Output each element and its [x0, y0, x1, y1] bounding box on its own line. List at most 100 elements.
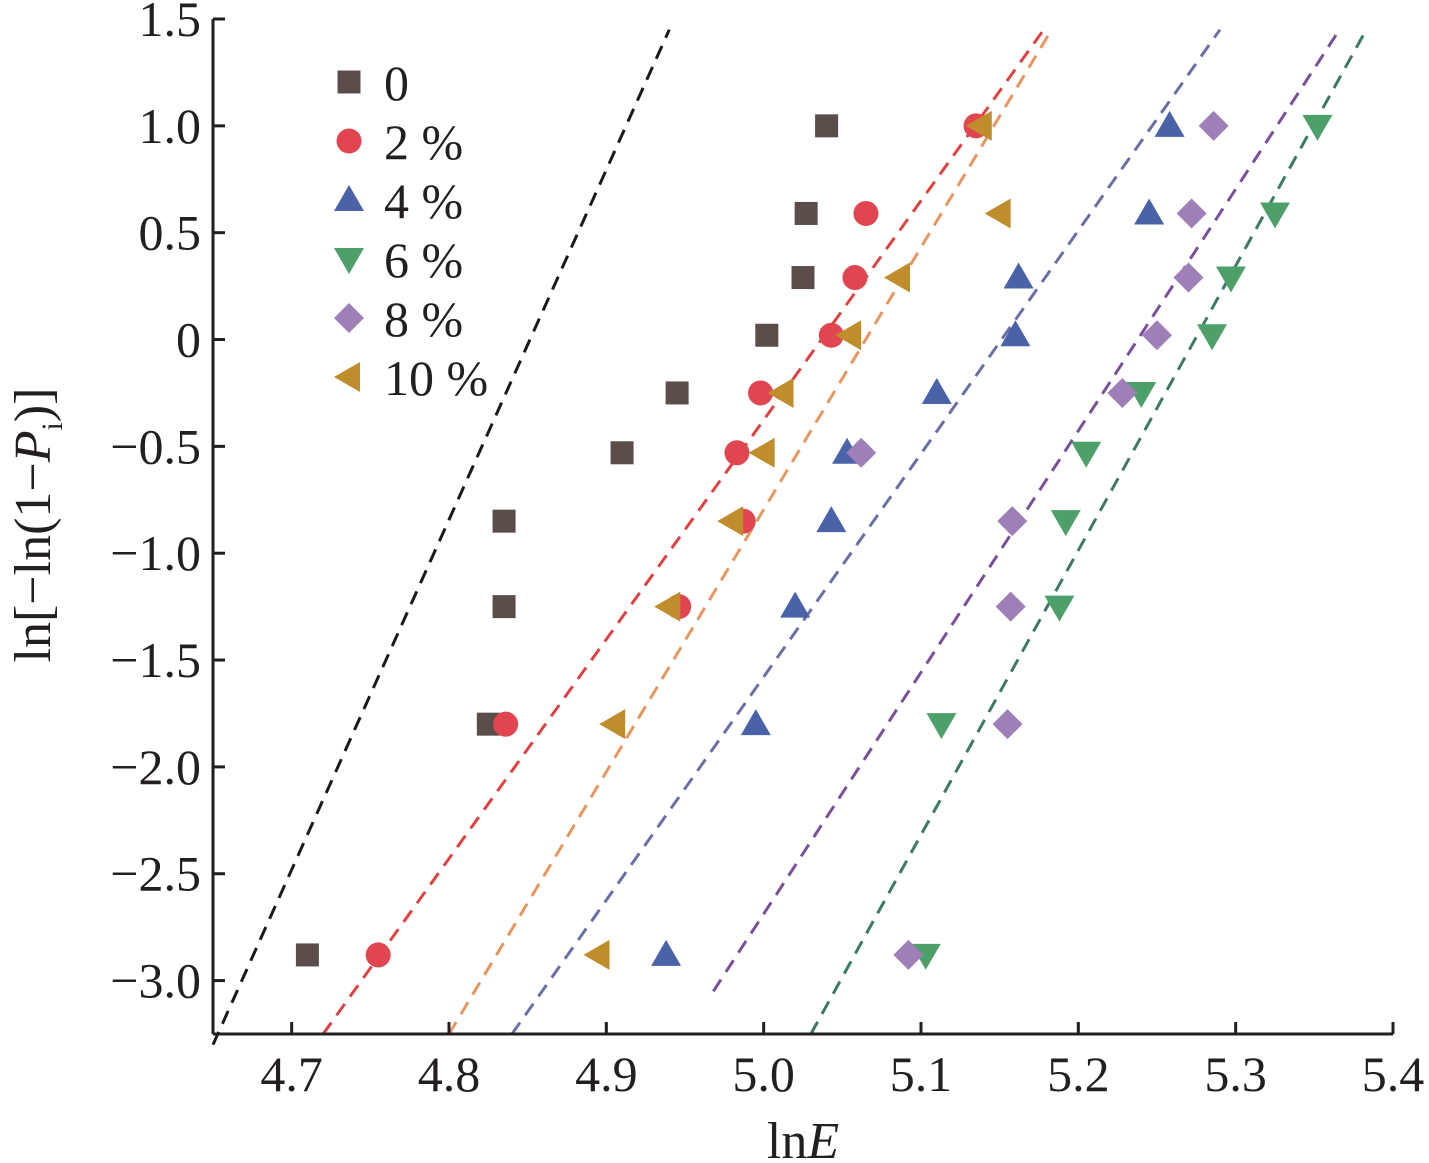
data-point: [780, 591, 811, 618]
y-tick-label: −2.0: [110, 739, 201, 795]
data-point: [893, 939, 924, 970]
y-tick-label: −1.5: [110, 632, 201, 688]
x-tick-label: 4.8: [418, 1046, 481, 1102]
x-tick-label: 4.9: [575, 1046, 638, 1102]
data-points: [295, 110, 1333, 970]
data-point: [1000, 320, 1031, 347]
series-8pct: [846, 110, 1229, 970]
data-point: [1044, 595, 1075, 622]
y-tick-label: 1.0: [139, 98, 202, 154]
series-0pct: [295, 114, 839, 967]
data-point: [992, 709, 1023, 740]
data-point: [610, 441, 634, 465]
x-tick-label: 5.2: [1047, 1046, 1110, 1102]
data-point: [835, 320, 862, 351]
data-point: [365, 942, 391, 968]
data-point: [815, 114, 839, 138]
y-tick-label: −1.0: [110, 525, 201, 581]
legend-label: 6 %: [384, 232, 463, 288]
data-point: [724, 440, 750, 466]
legend-label: 0: [384, 55, 409, 111]
data-point: [1134, 198, 1165, 225]
x-tick-label: 4.7: [260, 1046, 323, 1102]
data-point: [1173, 262, 1204, 293]
legend-item: 6 %: [334, 232, 463, 288]
data-point: [1197, 324, 1228, 351]
data-point: [1302, 114, 1333, 141]
fit-lines: [211, 28, 1368, 1046]
fit-line-6pct: [809, 28, 1368, 1035]
data-point: [846, 437, 877, 468]
legend-item: 4 %: [334, 173, 463, 229]
legend-marker: [334, 303, 364, 333]
series-4pct: [651, 110, 1185, 966]
data-point: [791, 266, 815, 290]
ticks: 4.7 4.8 4.9 5.0 5.1 5.2 5.3 5.4 1.5 1.0 0.5 0 −0.5 −1…: [110, 0, 1424, 1102]
data-point: [1260, 202, 1290, 229]
data-point: [1176, 198, 1207, 229]
legend-marker: [336, 128, 362, 154]
legend-marker: [337, 70, 361, 94]
legend-label: 4 %: [384, 173, 463, 229]
axes: [211, 19, 1393, 1036]
fit-line-4pct: [510, 28, 1222, 1035]
legend-item: 8 %: [334, 291, 463, 347]
data-point: [965, 110, 992, 141]
data-point: [583, 939, 610, 970]
legend-label: 10 %: [384, 350, 488, 406]
data-point: [1126, 381, 1157, 408]
data-point: [1142, 320, 1172, 351]
data-point: [1198, 110, 1229, 141]
x-tick-label: 5.3: [1204, 1046, 1267, 1102]
fit-line-8pct: [712, 28, 1341, 993]
data-point: [1003, 262, 1034, 289]
data-point: [755, 323, 779, 347]
data-point: [794, 201, 818, 225]
data-point: [842, 265, 868, 291]
y-tick-label: −3.0: [110, 953, 201, 1009]
data-point: [748, 380, 774, 406]
data-point: [651, 939, 682, 966]
x-tick-label: 5.1: [890, 1046, 953, 1102]
legend-marker: [334, 185, 364, 211]
data-point: [984, 198, 1011, 229]
data-point: [717, 506, 744, 537]
data-point: [926, 713, 957, 740]
legend-label: 2 %: [384, 114, 463, 170]
series-6pct: [910, 114, 1333, 970]
data-point: [295, 943, 319, 967]
legend-label: 8 %: [384, 291, 463, 347]
x-tick-label: 5.4: [1362, 1046, 1425, 1102]
data-point: [1154, 110, 1185, 137]
data-point: [883, 262, 910, 293]
data-point: [492, 509, 516, 533]
data-point: [1071, 441, 1102, 468]
y-tick-label: 1.5: [139, 0, 202, 47]
y-tick-label: −0.5: [110, 418, 201, 474]
data-point: [476, 712, 500, 736]
data-point: [748, 437, 775, 468]
legend-marker: [334, 248, 364, 274]
x-axis-title: lnE: [767, 1113, 839, 1163]
fit-line-0pct: [211, 29, 671, 1046]
legend: 02 %4 %6 %8 %10 %: [334, 55, 488, 406]
y-tick-label: 0: [176, 312, 201, 368]
data-point: [599, 709, 626, 740]
x-tick-label: 5.0: [732, 1046, 795, 1102]
data-point: [492, 595, 516, 619]
y-tick-label: 0.5: [139, 205, 202, 261]
data-point: [1050, 510, 1081, 537]
legend-item: 10 %: [334, 350, 488, 406]
data-point: [654, 591, 681, 622]
legend-item: 0: [337, 55, 409, 111]
data-point: [921, 377, 952, 404]
y-axis-title: ln[−ln(1−Pi)]: [5, 388, 69, 663]
data-point: [1215, 266, 1246, 293]
data-point: [493, 711, 519, 737]
data-point: [997, 506, 1028, 537]
legend-marker: [334, 362, 360, 392]
fit-line-10pct: [447, 28, 1053, 1035]
data-point: [853, 200, 879, 226]
data-point: [767, 377, 794, 408]
